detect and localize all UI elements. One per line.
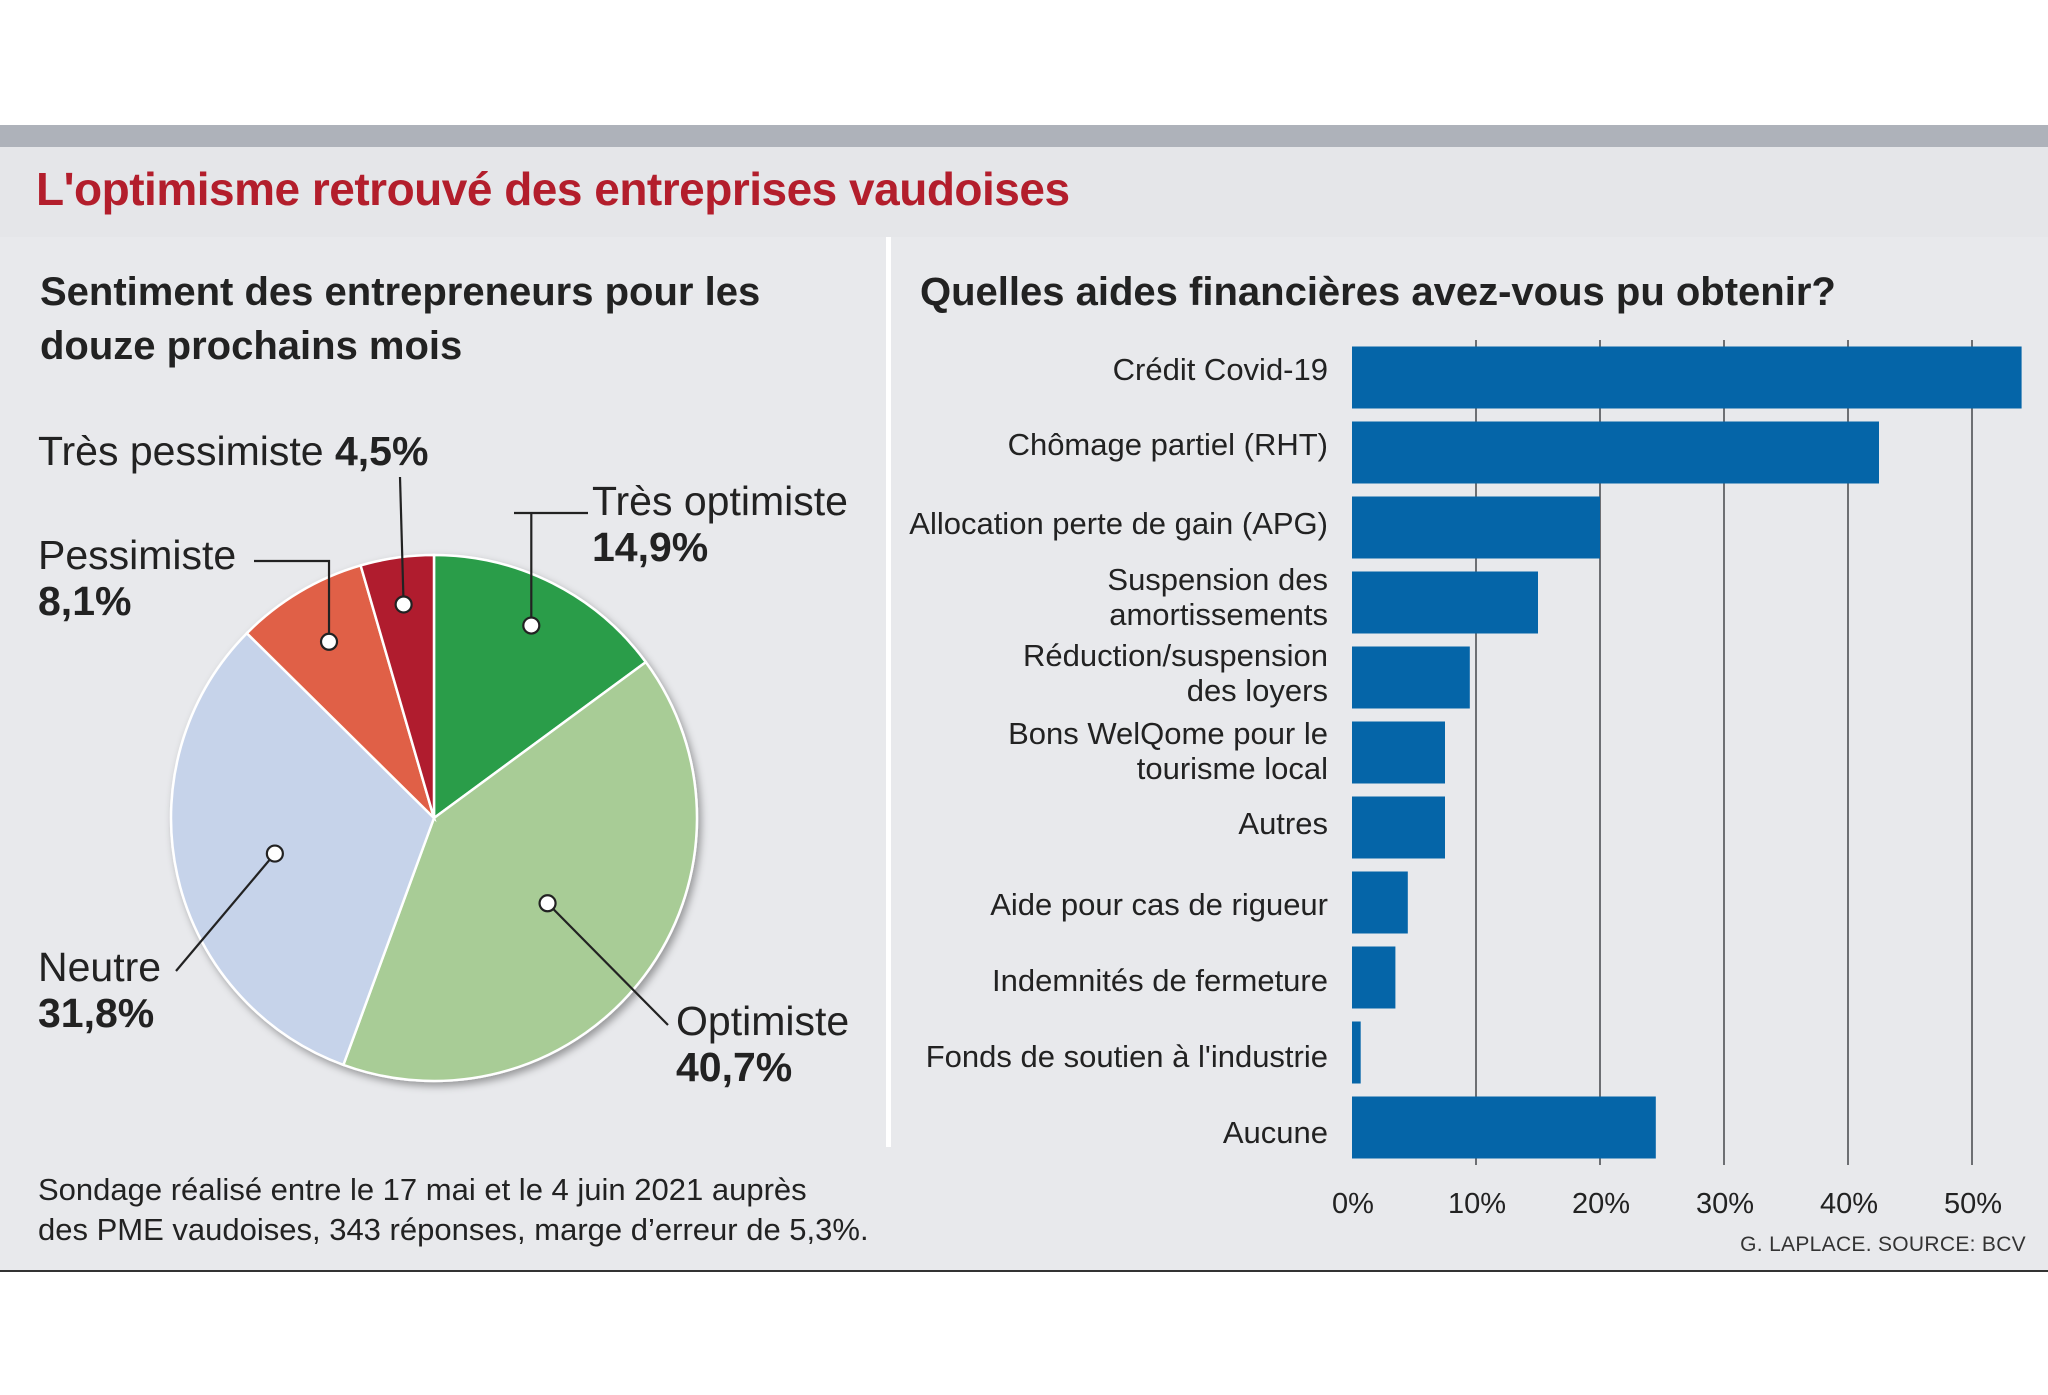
pie-leader-dot xyxy=(265,844,284,863)
bar-chart-title: Quelles aides financières avez-vous pu o… xyxy=(920,270,1836,314)
pie-label-tres-pessimiste: Très pessimiste 4,5% xyxy=(38,428,428,474)
x-tick-label: 10% xyxy=(1447,1188,1507,1220)
pie-leader-line xyxy=(398,476,405,605)
bar-category-label: Aucune xyxy=(1222,1115,1328,1150)
bar-category-label: Crédit Covid-19 xyxy=(1112,352,1328,387)
pie-slice xyxy=(245,563,437,823)
bar xyxy=(1352,871,1408,934)
pie-label-text: Optimiste xyxy=(676,998,850,1044)
pie-label-value: 14,9% xyxy=(592,524,709,570)
x-tick-label: 50% xyxy=(1943,1188,2003,1220)
pie-slice xyxy=(359,553,436,819)
pie-label-neutre: Neutre 31,8% xyxy=(38,944,161,1036)
pie-slice xyxy=(432,553,648,821)
bar-category-label: Allocation perte de gain (APG) xyxy=(909,506,1328,541)
bar xyxy=(1352,346,2022,409)
bar xyxy=(1352,721,1445,784)
pie-label-value: 8,1% xyxy=(38,578,132,624)
bar xyxy=(1352,796,1445,859)
pie-slice xyxy=(341,660,699,1083)
source-credit: G. LAPLACE. SOURCE: BCV xyxy=(1740,1233,2026,1256)
bar-category-label: Bons WelQome pour le tourisme local xyxy=(1008,716,1328,786)
bar xyxy=(1352,1096,1656,1159)
pie-chart-title: Sentiment des entrepreneurs pour les dou… xyxy=(40,270,761,368)
x-tick-label: 0% xyxy=(1332,1188,1374,1220)
pie-slice xyxy=(169,631,436,1067)
bar-category-label: Suspension des amortissements xyxy=(1107,562,1328,632)
pie-label-text: Très optimiste xyxy=(592,478,848,524)
pie-label-tres-optimiste: Très optimiste 14,9% xyxy=(592,478,848,570)
pie-leader-dot xyxy=(538,894,557,913)
bar-category-label: Fonds de soutien à l'industrie xyxy=(925,1039,1328,1074)
bar xyxy=(1352,496,1600,559)
bar xyxy=(1352,421,1879,484)
x-tick-label: 30% xyxy=(1695,1188,1755,1220)
bar-category-label: Chômage partiel (RHT) xyxy=(1007,427,1328,462)
pie-leader-dot xyxy=(394,595,413,614)
bar-category-label: Réduction/suspension des loyers xyxy=(1022,638,1328,708)
pie-label-text: Très pessimiste xyxy=(38,428,324,474)
page-title: L'optimisme retrouvé des entreprises vau… xyxy=(36,163,1070,215)
pie-label-value: 4,5% xyxy=(334,428,429,474)
top-bar xyxy=(0,125,2048,147)
bar xyxy=(1352,646,1470,709)
bar-category-label: Autres xyxy=(1238,806,1328,841)
bar xyxy=(1352,1021,1361,1084)
pie-label-optimiste: Optimiste 40,7% xyxy=(676,998,849,1090)
bar xyxy=(1352,946,1396,1009)
pie-leader-line xyxy=(546,902,669,1026)
title-band xyxy=(0,147,2048,237)
pie-leader-dot xyxy=(319,632,339,651)
x-tick-label: 20% xyxy=(1571,1188,1631,1220)
pie-leader-line xyxy=(175,852,276,972)
pie-leader-dot xyxy=(522,616,541,635)
survey-footnote: Sondage réalisé entre le 17 mai et le 4 … xyxy=(38,1172,869,1247)
pie-label-value: 31,8% xyxy=(38,990,155,1036)
pie-label-value: 40,7% xyxy=(676,1044,793,1090)
pie-leader-line xyxy=(514,511,588,626)
bar-category-label: Aide pour cas de rigueur xyxy=(990,887,1328,922)
bar-category-label: Indemnités de fermeture xyxy=(991,963,1328,998)
bar xyxy=(1352,571,1538,634)
x-tick-label: 40% xyxy=(1819,1188,1879,1220)
pie-label-text: Pessimiste xyxy=(38,532,237,578)
panel-divider xyxy=(886,237,891,1147)
pie-leader-line xyxy=(254,559,331,642)
pie-label-pessimiste: Pessimiste 8,1% xyxy=(38,532,236,624)
pie-label-text: Neutre xyxy=(38,944,162,990)
